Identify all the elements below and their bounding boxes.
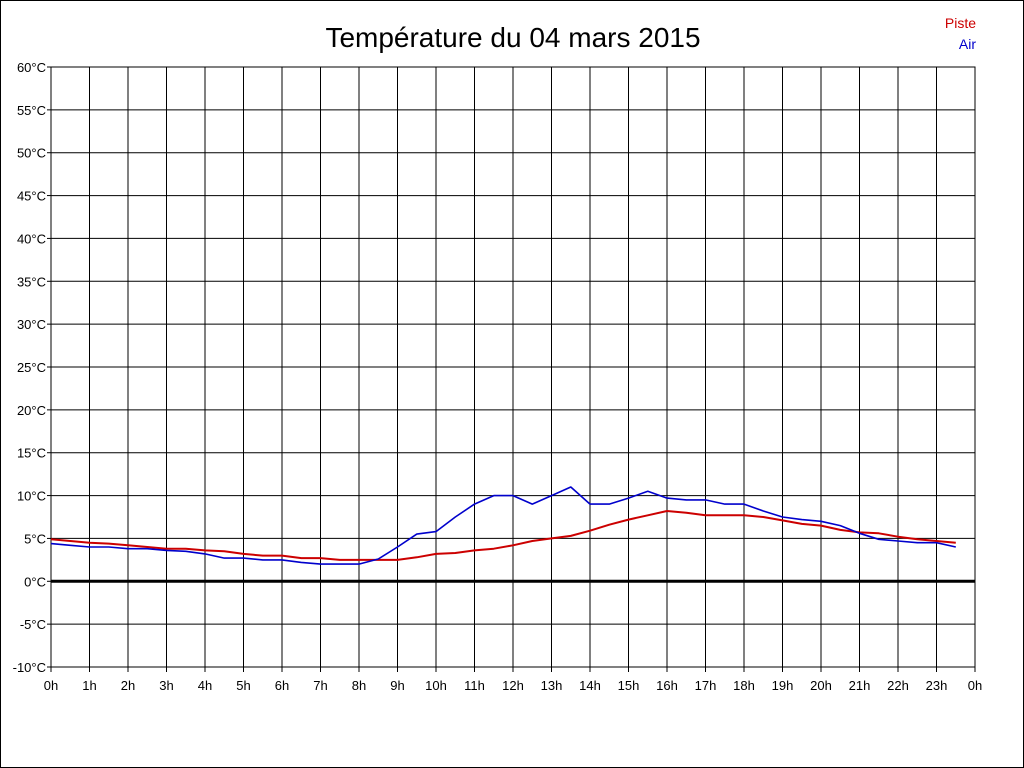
x-tick-label: 23h bbox=[926, 678, 948, 693]
x-tick-label: 8h bbox=[352, 678, 366, 693]
plot-area-border bbox=[50, 66, 976, 668]
y-tick-label: 55°C bbox=[17, 103, 46, 118]
y-tick-label: -10°C bbox=[13, 660, 46, 675]
y-tick-label: 5°C bbox=[24, 531, 46, 546]
y-tick-label: 25°C bbox=[17, 360, 46, 375]
y-tick-label: -5°C bbox=[20, 617, 46, 632]
legend-entry-air: Air bbox=[959, 36, 976, 52]
x-tick-label: 9h bbox=[390, 678, 404, 693]
x-tick-label: 11h bbox=[464, 678, 485, 693]
y-tick-label: 60°C bbox=[17, 60, 46, 75]
series-line-piste bbox=[50, 510, 956, 561]
y-tick-label: 30°C bbox=[17, 317, 46, 332]
x-tick-label: 17h bbox=[695, 678, 717, 693]
x-tick-label: 13h bbox=[541, 678, 563, 693]
x-tick-label: 10h bbox=[425, 678, 447, 693]
x-tick-label: 21h bbox=[849, 678, 871, 693]
y-tick-label: 15°C bbox=[17, 446, 46, 461]
x-tick-label: 7h bbox=[313, 678, 327, 693]
y-axis-ticks: 60°C 55°C 50°C 45°C 40°C 35°C 30°C 25°C 20°C 15°C… bbox=[13, 60, 51, 675]
series-lines bbox=[50, 486, 956, 565]
grid bbox=[50, 66, 976, 668]
x-tick-label: 1h bbox=[82, 678, 96, 693]
x-tick-label: 0h bbox=[44, 678, 58, 693]
y-tick-label: 20°C bbox=[17, 403, 46, 418]
y-tick-label: 35°C bbox=[17, 274, 46, 289]
x-tick-label: 14h bbox=[579, 678, 601, 693]
x-tick-label: 2h bbox=[121, 678, 135, 693]
legend: Piste Air bbox=[945, 15, 976, 52]
y-tick-label: 0°C bbox=[24, 574, 46, 589]
y-tick-label: 45°C bbox=[17, 189, 46, 204]
x-tick-label: 22h bbox=[887, 678, 909, 693]
x-tick-label: 0h bbox=[968, 678, 982, 693]
y-tick-label: 10°C bbox=[17, 489, 46, 504]
x-tick-label: 4h bbox=[198, 678, 212, 693]
x-tick-label: 5h bbox=[236, 678, 250, 693]
y-tick-label: 50°C bbox=[17, 146, 46, 161]
x-tick-label: 15h bbox=[618, 678, 640, 693]
x-tick-label: 20h bbox=[810, 678, 832, 693]
x-tick-label: 3h bbox=[159, 678, 173, 693]
x-tick-label: 19h bbox=[772, 678, 794, 693]
x-axis-ticks: 0h 1h 2h 3h 4h 5h 6h 7h 8h 9h 10h 11h 12h 13h 14h 15h 16… bbox=[44, 667, 982, 693]
y-tick-label: 40°C bbox=[17, 231, 46, 246]
chart-title: Température du 04 mars 2015 bbox=[325, 22, 700, 53]
series-line-air bbox=[50, 486, 956, 565]
x-tick-label: 12h bbox=[502, 678, 524, 693]
x-tick-label: 18h bbox=[733, 678, 755, 693]
x-tick-label: 16h bbox=[656, 678, 678, 693]
x-tick-label: 6h bbox=[275, 678, 289, 693]
legend-entry-piste: Piste bbox=[945, 15, 976, 31]
